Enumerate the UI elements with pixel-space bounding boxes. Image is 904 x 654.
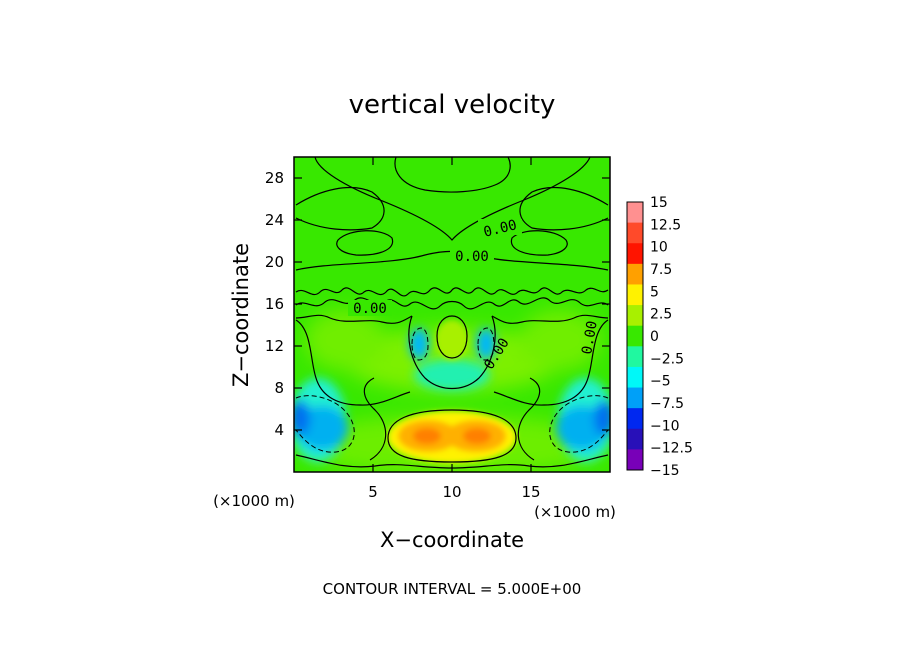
- colorbar-swatch: [627, 222, 643, 244]
- colorbar-swatch: [627, 346, 643, 368]
- updraft-peak-left: [413, 428, 441, 444]
- colorbar-swatch: [627, 428, 643, 450]
- colorbar-swatch: [627, 325, 643, 347]
- contour-label-bg: [450, 248, 494, 264]
- velocity-field: 0.00 0.00 0.00 0.00 0.00: [294, 157, 610, 472]
- upper-left-downdraft: [409, 328, 429, 360]
- colorbar-label: −15: [650, 463, 680, 479]
- colorbar-label: 5: [650, 284, 659, 300]
- left-edge-downdraft: [294, 400, 310, 436]
- contour-line: [493, 319, 609, 406]
- contour-interval-note: CONTOUR INTERVAL = 5.000E+00: [323, 580, 582, 598]
- y-tick-label: 28: [265, 169, 284, 187]
- updraft-core: [388, 320, 516, 463]
- y-tick-label: 8: [274, 379, 284, 397]
- contour-label: 0.00: [579, 320, 601, 356]
- contour-label-bg: [478, 219, 522, 235]
- colorbar-swatch: [627, 387, 643, 409]
- colorbar-frame: [626, 201, 644, 471]
- contour-line: [363, 377, 387, 461]
- chart-title: vertical velocity: [349, 90, 556, 120]
- colorbar-label: 15: [650, 195, 668, 211]
- colorbar-label: −12.5: [650, 441, 693, 457]
- x-axis: 5 10 15: [368, 157, 541, 501]
- negative-contour-line: [295, 395, 355, 453]
- contour-line: [491, 314, 609, 324]
- contour-line: [314, 157, 591, 241]
- contour-line: [510, 230, 568, 256]
- negative-contours: [295, 327, 609, 453]
- y-tick-label: 16: [265, 295, 284, 313]
- upper-right-downdraft: [476, 328, 496, 360]
- colorbar-swatch: [627, 366, 643, 389]
- colorbar-label: 0: [650, 329, 659, 345]
- contour-line: [519, 186, 609, 231]
- negative-contour-line: [411, 327, 429, 361]
- colorbar-swatch: [627, 202, 643, 224]
- contour-label-bg: [348, 300, 392, 316]
- y-tick-label: 24: [265, 211, 284, 229]
- contour-line: [517, 377, 541, 461]
- contour-label: 0.00: [482, 217, 519, 241]
- colorbar-label: −5: [650, 374, 671, 390]
- contour-line: [387, 409, 517, 463]
- contour-labels: 0.00 0.00 0.00 0.00 0.00: [348, 217, 601, 373]
- y-tick-label: 4: [274, 421, 284, 439]
- colorbar: 15 12.5 10 7.5 5 2.5 0 −2.5 −5 −7.5 −10 −12.5 −15: [626, 195, 693, 479]
- x-axis-label: X−coordinate: [380, 528, 524, 552]
- colorbar-label: −2.5: [650, 351, 684, 367]
- contour-line: [336, 230, 394, 256]
- x-unit-right: (×1000 m): [534, 503, 616, 521]
- y-tick-label: 12: [265, 337, 284, 355]
- y-tick-label: 20: [265, 253, 284, 271]
- colorbar-swatch: [627, 243, 643, 265]
- contour-line: [394, 157, 511, 193]
- x-unit-left: (×1000 m): [213, 492, 295, 510]
- x-tick-label: 15: [521, 483, 540, 501]
- colorbar-label: −10: [650, 418, 680, 434]
- colorbar-label: 2.5: [650, 307, 672, 323]
- right-edge-downdraft: [594, 400, 610, 436]
- colorbar-label: 12.5: [650, 217, 681, 233]
- colorbar-swatch: [627, 408, 643, 430]
- central-downdraft: [414, 359, 490, 391]
- weak-updraft-left: [305, 310, 385, 370]
- colorbar-swatch: [627, 449, 643, 471]
- negative-contour-line: [477, 327, 495, 361]
- contour-line: [295, 314, 413, 324]
- colorbar-label: 7.5: [650, 262, 672, 278]
- x-tick-label: 10: [442, 483, 461, 501]
- y-axis-label: Z−coordinate: [229, 243, 253, 387]
- y-axis: 4 8 12 16 20 24 28: [265, 169, 610, 439]
- contour-line: [436, 315, 468, 359]
- contour-label: 0.00: [455, 249, 489, 265]
- contour-line: [295, 319, 411, 406]
- colorbar-label: −7.5: [650, 396, 684, 412]
- weak-updraft-right: [520, 310, 600, 370]
- contour-line: [295, 186, 385, 231]
- updraft-peak-right: [463, 428, 491, 444]
- colorbar-swatch: [627, 263, 643, 285]
- contour-line: [295, 287, 609, 297]
- upper-updraft-lobe: [436, 320, 468, 360]
- colorbar-swatch: [627, 305, 643, 327]
- colorbar-swatch: [627, 284, 643, 306]
- negative-contour-line: [549, 395, 609, 453]
- colorbar-label: 10: [650, 240, 668, 256]
- contour-label: 0.00: [353, 301, 387, 317]
- x-tick-label: 5: [368, 483, 378, 501]
